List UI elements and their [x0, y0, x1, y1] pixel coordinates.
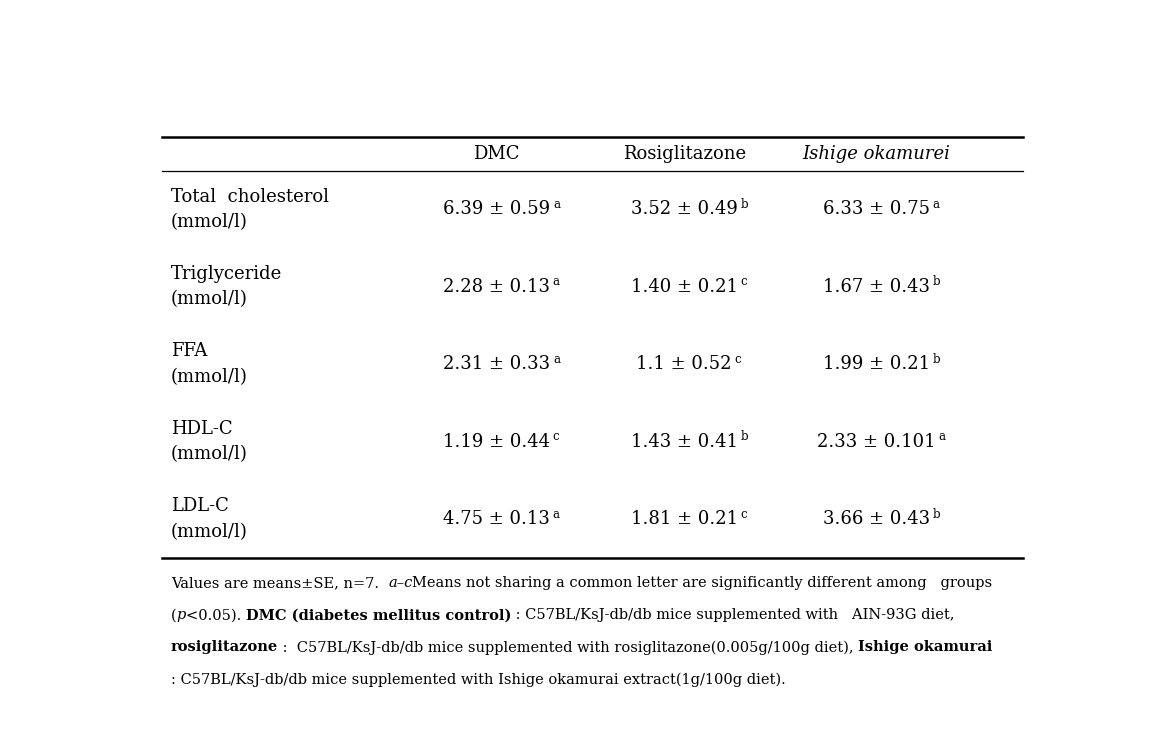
Text: a: a [553, 507, 560, 521]
Text: 1.19 ± 0.44: 1.19 ± 0.44 [444, 433, 551, 451]
Text: 2.33 ± 0.101: 2.33 ± 0.101 [817, 433, 935, 451]
Text: Values are means±SE, n=7.: Values are means±SE, n=7. [170, 576, 388, 590]
Text: 3.66 ± 0.43: 3.66 ± 0.43 [823, 510, 930, 528]
Text: Ishige okamurai: Ishige okamurai [858, 640, 993, 654]
Text: 1.67 ± 0.43: 1.67 ± 0.43 [823, 277, 930, 296]
Text: a: a [553, 198, 560, 211]
Text: 2.28 ± 0.13: 2.28 ± 0.13 [444, 277, 551, 296]
Text: (mmol/l): (mmol/l) [170, 446, 248, 464]
Text: 2.31 ± 0.33: 2.31 ± 0.33 [444, 355, 551, 373]
Text: 1.81 ± 0.21: 1.81 ± 0.21 [630, 510, 737, 528]
Text: Total  cholesterol: Total cholesterol [170, 188, 328, 206]
Text: Ishige okamurei: Ishige okamurei [802, 145, 950, 163]
Text: DMC: DMC [473, 145, 520, 163]
Text: b: b [932, 353, 940, 366]
Text: DMC (diabetes mellitus control): DMC (diabetes mellitus control) [245, 608, 511, 622]
Text: a: a [553, 353, 560, 366]
Text: b: b [932, 275, 940, 288]
Text: a: a [553, 275, 560, 288]
Text: :  C57BL/KsJ-db/db mice supplemented with rosiglitazone(0.005g/100g diet),: : C57BL/KsJ-db/db mice supplemented with… [278, 640, 858, 654]
Text: Triglyceride: Triglyceride [170, 265, 282, 283]
Text: (: ( [170, 608, 176, 622]
Text: 6.39 ± 0.59: 6.39 ± 0.59 [444, 201, 551, 219]
Text: FFA: FFA [170, 342, 207, 360]
Text: (mmol/l): (mmol/l) [170, 368, 248, 386]
Text: p: p [176, 608, 185, 622]
Text: HDL-C: HDL-C [170, 420, 233, 438]
Text: Means not sharing a common letter are significantly different among   groups: Means not sharing a common letter are si… [412, 576, 993, 590]
Text: 4.75 ± 0.13: 4.75 ± 0.13 [444, 510, 551, 528]
Text: c: c [553, 431, 560, 443]
Text: 1.40 ± 0.21: 1.40 ± 0.21 [630, 277, 737, 296]
Text: Rosiglitazone: Rosiglitazone [622, 145, 745, 163]
Text: b: b [932, 507, 940, 521]
Text: (mmol/l): (mmol/l) [170, 213, 248, 231]
Text: a: a [932, 198, 939, 211]
Text: : C57BL/KsJ-db/db mice supplemented with   AIN-93G diet,: : C57BL/KsJ-db/db mice supplemented with… [511, 608, 955, 622]
Text: (mmol/l): (mmol/l) [170, 290, 248, 308]
Text: b: b [741, 198, 748, 211]
Text: 1.1 ± 0.52: 1.1 ± 0.52 [636, 355, 732, 373]
Text: LDL-C: LDL-C [170, 498, 228, 515]
Text: 1.43 ± 0.41: 1.43 ± 0.41 [630, 433, 737, 451]
Text: c: c [741, 507, 746, 521]
Text: rosiglitazone: rosiglitazone [170, 640, 278, 654]
Text: 6.33 ± 0.75: 6.33 ± 0.75 [823, 201, 930, 219]
Text: 3.52 ± 0.49: 3.52 ± 0.49 [630, 201, 737, 219]
Text: c: c [735, 353, 741, 366]
Text: c: c [741, 275, 746, 288]
Text: a–c: a–c [388, 576, 412, 590]
Text: (mmol/l): (mmol/l) [170, 523, 248, 541]
Text: b: b [741, 431, 748, 443]
Text: <0.05).: <0.05). [185, 608, 245, 622]
Text: a: a [938, 431, 945, 443]
Text: 1.99 ± 0.21: 1.99 ± 0.21 [823, 355, 930, 373]
Text: : C57BL/KsJ-db/db mice supplemented with Ishige okamurai extract(1g/100g diet).: : C57BL/KsJ-db/db mice supplemented with… [170, 673, 786, 687]
